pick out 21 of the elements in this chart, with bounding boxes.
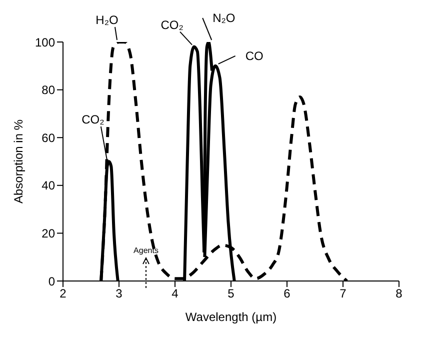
- y-tick-label: 20: [42, 226, 56, 240]
- annotation: H₂O: [96, 13, 118, 27]
- annotation: N₂O: [212, 11, 236, 25]
- x-tick-label: 6: [284, 286, 291, 301]
- annotation: Agents: [134, 246, 158, 255]
- y-tick-label: 60: [42, 130, 56, 145]
- annotation: CO₂: [160, 18, 184, 32]
- x-tick-label: 2: [60, 286, 67, 301]
- annotation: CO₂: [82, 112, 105, 126]
- y-tick-label: 0: [48, 274, 56, 288]
- y-tick-label: 100: [34, 35, 56, 50]
- y-tick-label: 80: [42, 83, 56, 98]
- x-tick-label: 3: [116, 286, 123, 301]
- annotation: CO: [245, 48, 264, 63]
- x-tick-label: 4: [172, 286, 179, 301]
- x-tick-label: 7: [340, 286, 347, 301]
- y-axis-title: Absorption in %: [11, 119, 26, 204]
- x-tick-label: 8: [396, 286, 403, 301]
- y-tick-label: 40: [42, 178, 56, 193]
- x-axis-title: Wavelength (µm): [185, 310, 277, 324]
- x-tick-label: 5: [228, 286, 235, 301]
